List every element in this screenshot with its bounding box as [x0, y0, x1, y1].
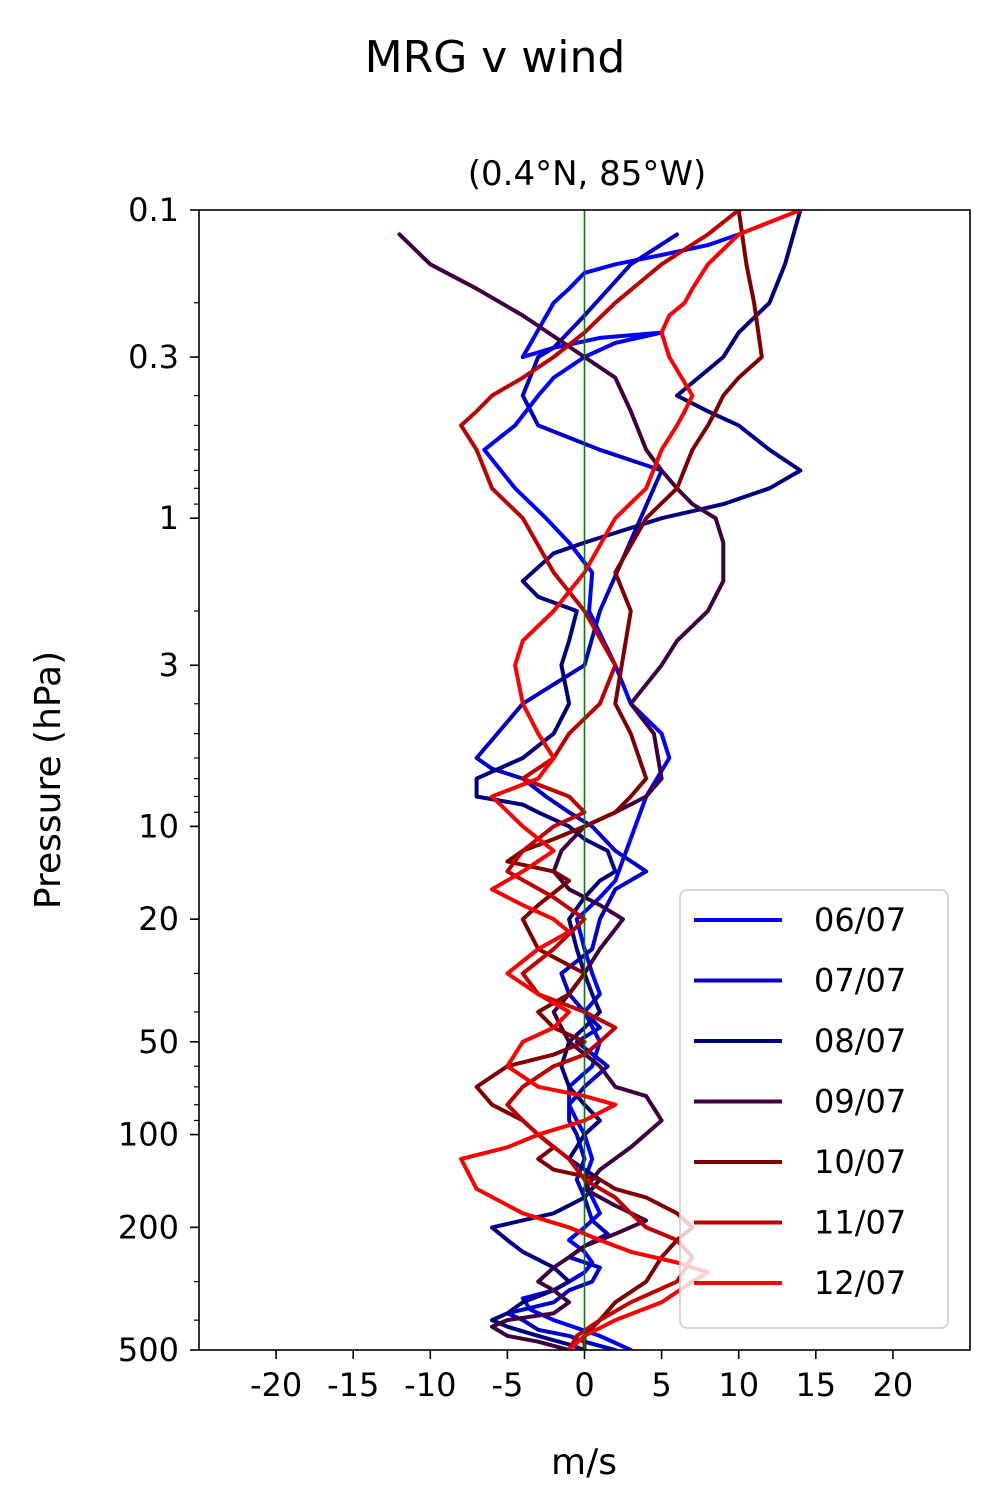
x-axis: -20 -15 -10 -5 0 5 10 15 20: [250, 1350, 913, 1404]
x-tick-label: -15: [327, 1366, 379, 1404]
legend-label: 08/07: [814, 1022, 906, 1060]
series-line-7: [459, 210, 803, 1350]
y-tick-label: 100: [118, 1116, 179, 1154]
legend-label: 11/07: [814, 1204, 906, 1242]
y-tick-label: 20: [138, 900, 179, 938]
series-line-6: [459, 210, 746, 1350]
y-tick-label: 500: [118, 1331, 179, 1369]
y-tick-label: 0.3: [128, 338, 179, 376]
x-tick-label: -20: [250, 1366, 302, 1404]
y-tick-label: 50: [138, 1023, 179, 1061]
x-tick-label: -5: [491, 1366, 523, 1404]
y-axis: 0.1 0.3 1 3 10 20 50 100 200 500: [118, 191, 199, 1369]
y-tick-label: 3: [159, 646, 179, 684]
x-tick-label: 20: [873, 1366, 914, 1404]
legend-label: 06/07: [814, 901, 906, 939]
legend-label: 07/07: [814, 962, 906, 1000]
legend-label: 12/07: [814, 1264, 906, 1302]
y-tick-label: 200: [118, 1208, 179, 1246]
series-layer: [397, 210, 803, 1350]
y-tick-label: 0.1: [128, 191, 179, 229]
y-axis-label: Pressure (hPa): [28, 651, 69, 909]
series-line-2: [474, 232, 679, 1350]
x-tick-label: -10: [404, 1366, 456, 1404]
x-tick-label: 10: [718, 1366, 759, 1404]
x-tick-label: 5: [651, 1366, 671, 1404]
x-tick-label: 15: [795, 1366, 836, 1404]
series-line-3: [474, 210, 803, 1350]
x-tick-label: 0: [574, 1366, 594, 1404]
legend-box: [679, 889, 949, 1329]
x-axis-label: m/s: [551, 1442, 617, 1483]
chart-title: (0.4°N, 85°W): [468, 154, 707, 194]
legend-label: 09/07: [814, 1083, 906, 1121]
figure-suptitle: MRG v wind: [365, 32, 626, 83]
legend-label: 10/07: [814, 1143, 906, 1181]
y-tick-label: 1: [159, 499, 179, 537]
legend: 06/07 07/07 08/07 09/07 10/07 11/07 12/07: [679, 889, 949, 1329]
series-line-4: [397, 232, 726, 1350]
y-tick-label: 10: [138, 807, 179, 845]
